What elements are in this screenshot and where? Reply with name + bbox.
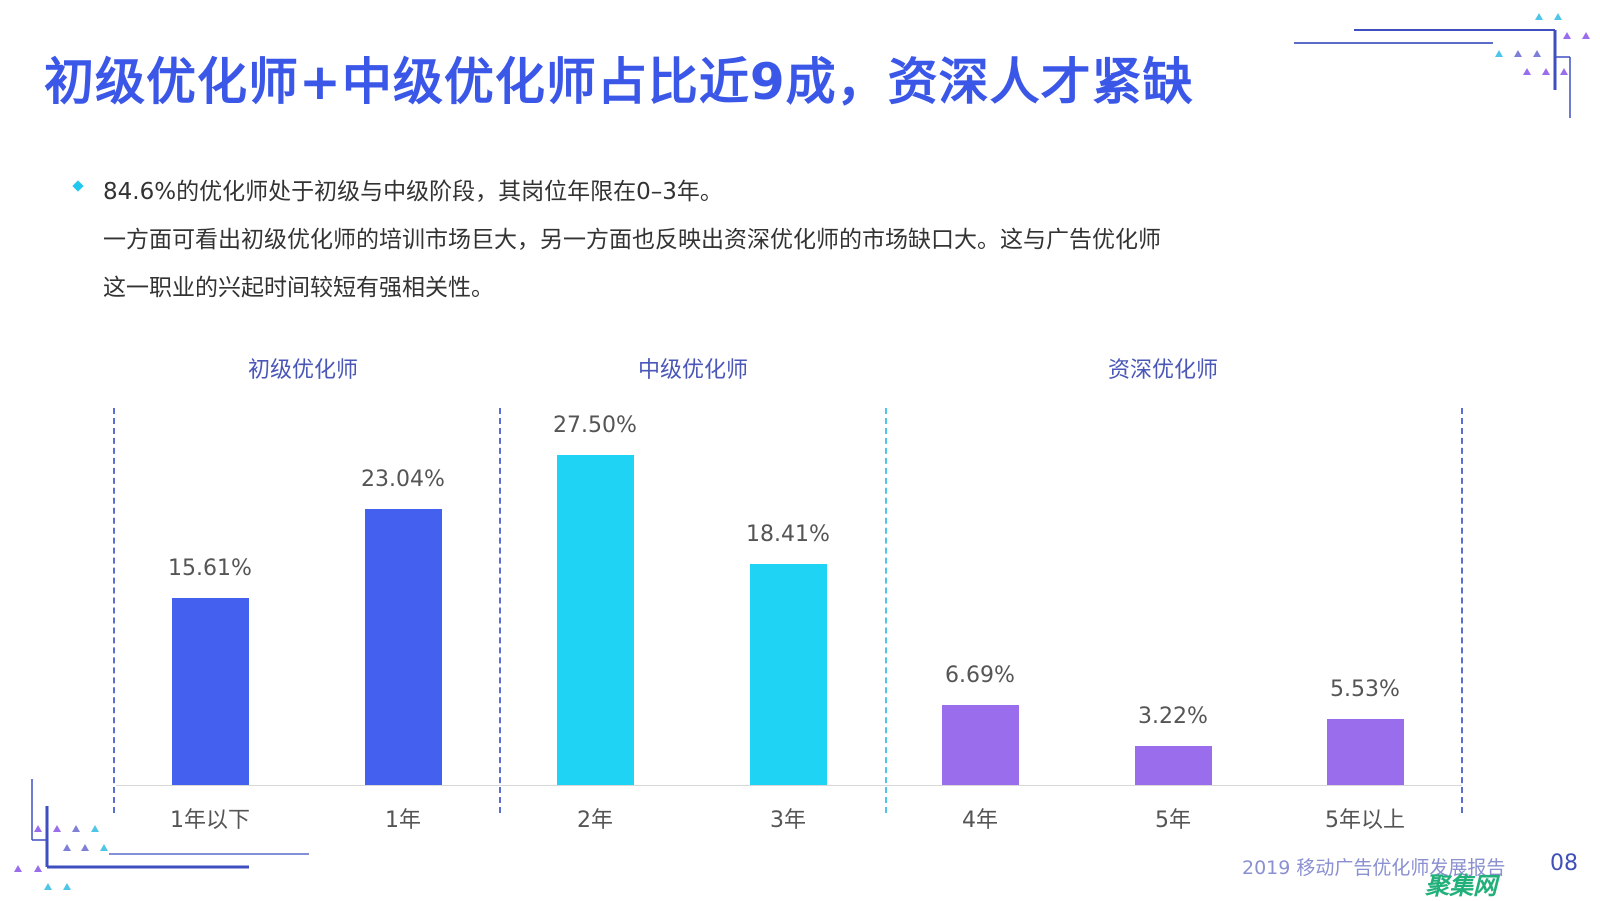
category-label: 1年 (385, 808, 421, 833)
description-line-2: 一方面可看出初级优化师的培训市场巨大，另一方面也反映出资深优化师的市场缺口大。这… (103, 227, 1161, 253)
group-label-intermediate: 中级优化师 (637, 358, 749, 383)
category-label: 2年 (577, 808, 613, 833)
value-label: 6.69% (945, 662, 1015, 688)
category-label: 4年 (962, 808, 998, 833)
x-axis-line (116, 785, 1462, 786)
value-label: 5.53% (1330, 676, 1400, 702)
value-label: 3.22% (1138, 704, 1208, 730)
category-label: 5年以上 (1325, 808, 1405, 833)
category-label: 3年 (770, 808, 806, 833)
description-line-3: 这一职业的兴起时间较短有强相关性。 (103, 275, 494, 301)
bar-7 (1327, 718, 1404, 785)
description-line-1: 84.6%的优化师处于初级与中级阶段，其岗位年限在0–3年。 (103, 179, 723, 205)
page-title: 初级优化师+中级优化师占比近9成，资深人才紧缺 (44, 53, 1194, 111)
bar-3 (557, 455, 634, 785)
group-label-senior: 资深优化师 (1107, 358, 1219, 383)
report-name: 2019 移动广告优化师发展报告 (1242, 857, 1506, 879)
top-right-decoration (1294, 13, 1590, 118)
group-divider (1461, 408, 1463, 813)
category-label: 1年以下 (170, 808, 250, 833)
page-number: 08 (1550, 851, 1578, 876)
value-label: 23.04% (361, 466, 445, 492)
category-label: 5年 (1155, 808, 1191, 833)
value-label: 18.41% (746, 522, 830, 548)
bar-4 (750, 564, 827, 785)
group-label-junior: 初级优化师 (247, 358, 359, 383)
watermark-logo: 聚集网 (1425, 872, 1497, 900)
value-label: 15.61% (168, 555, 252, 581)
group-divider (113, 408, 115, 813)
bottom-left-decoration (14, 779, 309, 890)
bar-2 (365, 508, 442, 785)
value-label: 27.50% (553, 413, 637, 438)
bar-5 (942, 704, 1019, 785)
bar-1 (172, 597, 249, 785)
bar-6 (1135, 746, 1212, 785)
group-divider (499, 408, 501, 813)
group-divider (885, 408, 887, 813)
